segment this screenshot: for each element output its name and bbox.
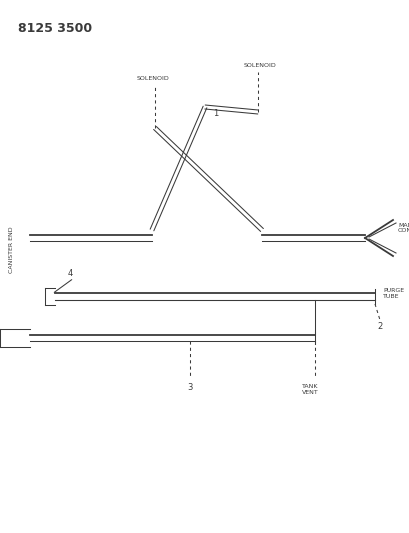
- Text: 4: 4: [68, 269, 73, 278]
- Text: 2: 2: [376, 322, 381, 331]
- Text: SOLENOID: SOLENOID: [243, 63, 276, 68]
- Text: SOLENOID: SOLENOID: [136, 76, 169, 81]
- Text: CANISTER END: CANISTER END: [9, 227, 14, 273]
- Text: PURGE
TUBE: PURGE TUBE: [382, 288, 403, 299]
- Text: 8125 3500: 8125 3500: [18, 22, 92, 35]
- Text: TANK
VENT: TANK VENT: [301, 384, 318, 395]
- Text: 3: 3: [187, 383, 192, 392]
- Text: 1: 1: [213, 109, 218, 118]
- Text: MANIFOLD
CONNECTOR: MANIFOLD CONNECTOR: [397, 223, 409, 233]
